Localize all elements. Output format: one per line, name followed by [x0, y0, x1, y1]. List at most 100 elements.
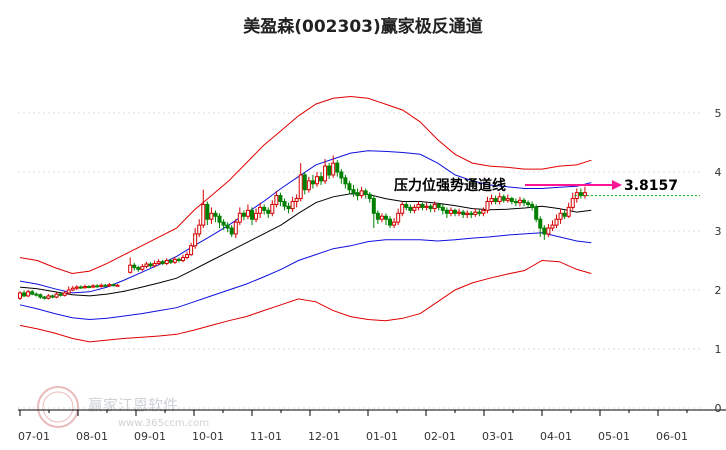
y-tick-label: 5 — [715, 107, 722, 120]
candle — [355, 188, 360, 201]
candle — [558, 208, 563, 224]
candle — [197, 219, 202, 237]
candle — [209, 207, 214, 224]
candle — [262, 204, 267, 215]
candle — [501, 194, 506, 203]
candle — [172, 256, 177, 265]
candle — [477, 209, 482, 217]
candle — [448, 207, 453, 217]
candle — [164, 258, 169, 266]
candle — [148, 262, 153, 268]
candle — [229, 225, 234, 237]
candle — [58, 292, 63, 297]
candle — [115, 284, 120, 287]
candle — [294, 194, 299, 208]
x-tick-label: 09-01 — [134, 430, 166, 443]
candle — [132, 262, 137, 271]
candle — [274, 190, 279, 208]
candle — [310, 174, 315, 189]
candle — [562, 210, 567, 220]
arrow-head-icon — [612, 180, 622, 190]
candle — [509, 196, 514, 205]
candle — [213, 210, 218, 223]
candle — [343, 174, 348, 189]
candle — [335, 160, 340, 177]
candle — [469, 210, 474, 219]
candle — [428, 203, 433, 213]
candle — [359, 186, 364, 199]
candle — [140, 264, 145, 272]
candle — [404, 201, 409, 211]
candle — [351, 184, 356, 197]
candle — [225, 222, 230, 233]
candle — [542, 225, 547, 240]
candle — [314, 172, 319, 187]
y-tick-label: 3 — [715, 225, 722, 238]
candle — [566, 202, 571, 219]
candle — [217, 213, 222, 229]
candle — [424, 202, 429, 211]
candle — [473, 208, 478, 217]
annotation-label: 压力位强势通道线 — [394, 177, 506, 194]
y-tick-label: 1 — [715, 343, 722, 356]
candle — [22, 290, 27, 298]
y-tick-label: 4 — [715, 166, 722, 179]
y-tick-label: 2 — [715, 284, 722, 297]
watermark-seal-icon — [37, 386, 79, 428]
candle — [347, 180, 352, 195]
annotation-overlay: 压力位强势通道线 3.8157 — [394, 177, 700, 197]
candle — [465, 210, 470, 219]
candle — [241, 210, 246, 221]
candle — [339, 169, 344, 184]
candle — [582, 186, 587, 199]
candle — [286, 202, 291, 214]
candle — [193, 228, 198, 249]
candle — [103, 284, 108, 288]
candle — [538, 216, 543, 237]
candle — [221, 219, 226, 230]
channel-bands — [19, 95, 592, 343]
candle — [530, 201, 535, 211]
candle — [534, 204, 539, 223]
candle — [323, 159, 328, 184]
candle — [481, 207, 486, 217]
candle — [400, 201, 405, 217]
band-upper_blue — [19, 150, 592, 294]
candle — [526, 200, 531, 208]
candlesticks — [18, 155, 587, 301]
watermark-url: www.365ccm.com — [118, 418, 209, 429]
candle — [30, 290, 35, 296]
candle — [578, 188, 583, 199]
x-tick-label: 10-01 — [192, 430, 224, 443]
x-tick-label: 04-01 — [540, 430, 572, 443]
candle — [371, 195, 376, 229]
candle — [517, 196, 522, 207]
candle — [160, 259, 165, 266]
candle — [111, 283, 116, 287]
candle — [136, 265, 141, 272]
band-upper_red — [19, 95, 592, 275]
candle — [436, 202, 441, 211]
candle — [87, 285, 92, 289]
candle — [379, 213, 384, 223]
candle — [180, 254, 185, 263]
candle — [306, 176, 311, 193]
candle — [367, 192, 372, 203]
candle — [62, 291, 67, 297]
x-tick-label: 01-01 — [366, 430, 398, 443]
candle — [107, 282, 112, 288]
candle — [302, 172, 307, 195]
candle — [50, 294, 55, 299]
candle — [513, 198, 518, 207]
candle — [205, 201, 210, 226]
band-lower_red — [19, 259, 592, 343]
candle — [396, 208, 401, 226]
annotation-value: 3.8157 — [624, 178, 678, 194]
candle — [412, 204, 417, 214]
candle — [38, 293, 43, 299]
candle — [254, 208, 259, 223]
candle — [375, 210, 380, 224]
x-tick-label: 11-01 — [250, 430, 282, 443]
candle — [457, 208, 462, 217]
candle — [144, 261, 149, 269]
